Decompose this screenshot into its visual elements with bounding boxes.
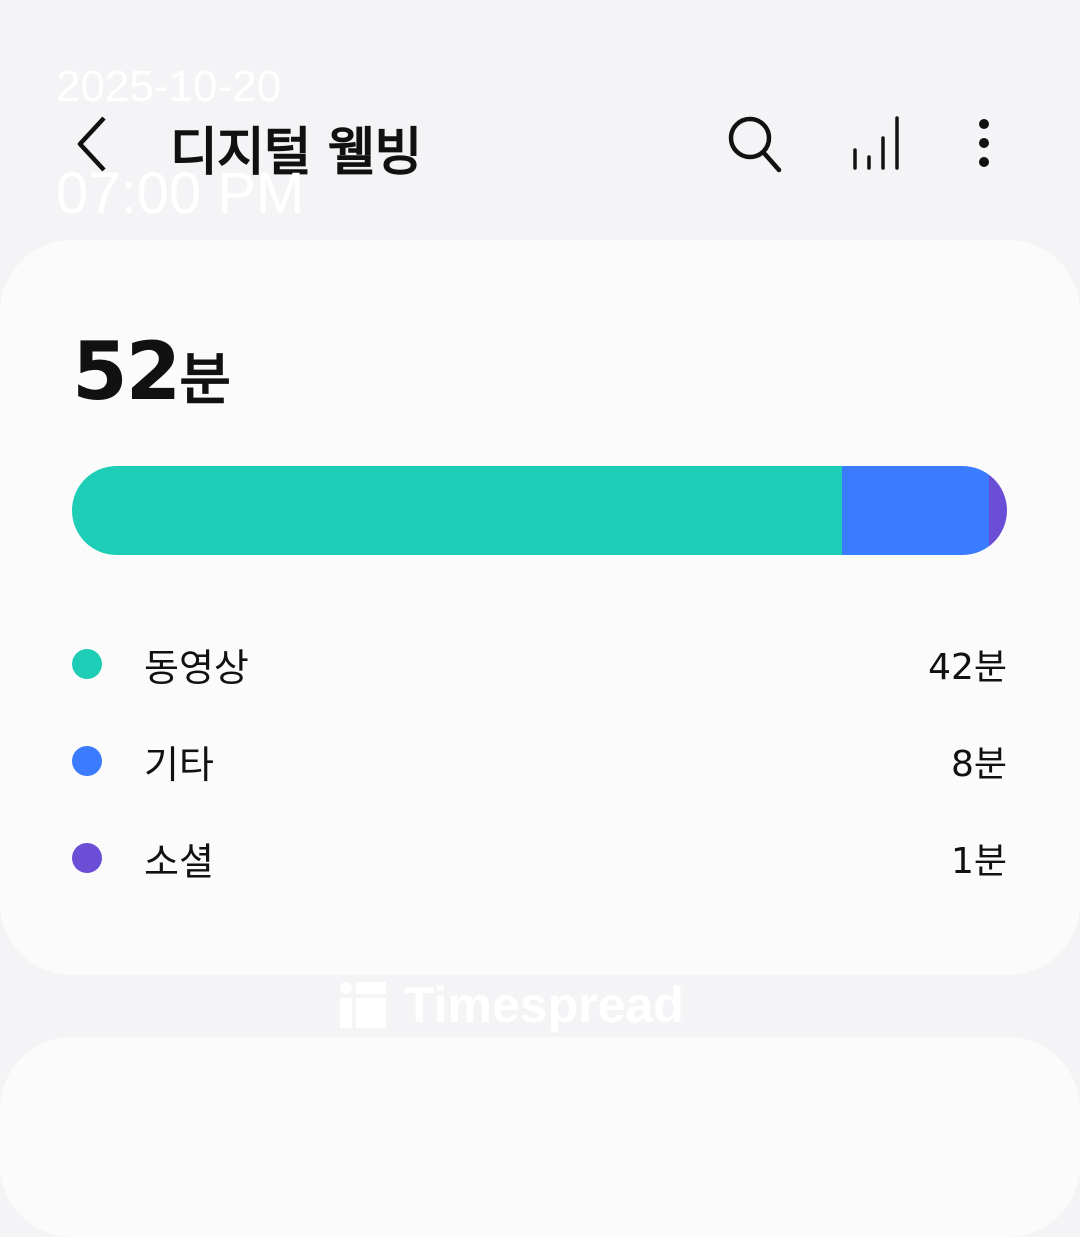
more-options-button[interactable] xyxy=(952,110,1016,174)
search-button[interactable] xyxy=(724,110,788,174)
color-dot xyxy=(72,746,102,776)
watermark-text: Timespread xyxy=(404,977,684,1033)
page-title: 디지털 웰빙 xyxy=(170,123,422,183)
usage-bar-segment xyxy=(842,466,989,555)
category-label: 기타 xyxy=(144,742,214,787)
search-icon xyxy=(728,116,782,173)
category-value: 8분 xyxy=(950,744,1007,785)
color-dot xyxy=(72,649,102,679)
usage-card xyxy=(0,240,1080,975)
timestamp-time: 07:00 PM xyxy=(56,161,305,226)
total-usage-unit: 분 xyxy=(179,348,231,413)
timespread-logo-icon xyxy=(340,982,386,1028)
signal-bars-icon xyxy=(853,116,899,170)
back-icon xyxy=(77,116,106,172)
total-usage: 52분 xyxy=(72,325,231,418)
usage-bar-segment xyxy=(72,466,842,555)
category-value: 1분 xyxy=(950,841,1007,882)
timestamp-date: 2025-10-20 xyxy=(56,62,282,111)
list-item[interactable]: 소셜 1분 xyxy=(72,828,1007,888)
watermark: Timespread xyxy=(340,976,684,1034)
more-vertical-icon xyxy=(979,119,989,167)
secondary-card xyxy=(0,1037,1080,1237)
category-label: 소셜 xyxy=(144,839,214,884)
category-label: 동영상 xyxy=(144,645,249,690)
back-button[interactable] xyxy=(70,112,120,176)
color-dot xyxy=(72,843,102,873)
category-value: 42분 xyxy=(928,647,1007,688)
list-item[interactable]: 동영상 42분 xyxy=(72,634,1007,694)
total-usage-value: 52 xyxy=(72,325,181,418)
usage-bar xyxy=(72,466,1007,555)
list-item[interactable]: 기타 8분 xyxy=(72,731,1007,791)
stats-button[interactable] xyxy=(846,110,910,174)
